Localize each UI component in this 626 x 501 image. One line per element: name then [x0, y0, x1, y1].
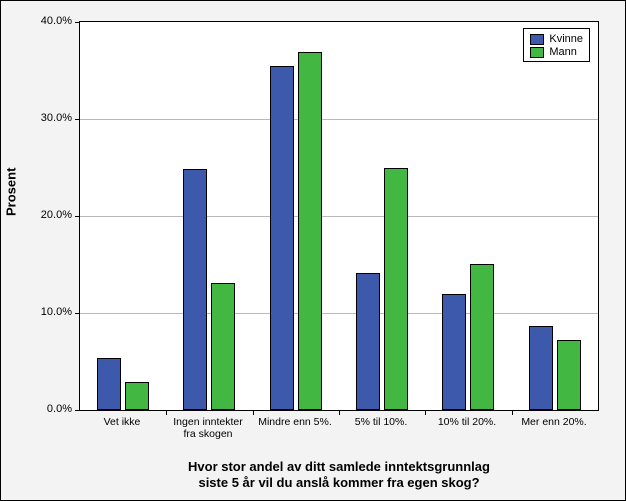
bar-mann [384, 168, 408, 410]
bar-mann [211, 283, 235, 410]
legend-label: Mann [549, 46, 577, 58]
bar-mann [470, 264, 494, 410]
xtick [253, 410, 254, 415]
ytick [75, 22, 80, 23]
xtick-label: Vet ikke [82, 416, 162, 428]
ytick [75, 313, 80, 314]
legend-swatch-kvinne [530, 34, 544, 45]
x-axis-title: Hvor stor andel av ditt samlede inntekts… [79, 459, 599, 490]
xtick-label: 5% til 10%. [341, 416, 421, 428]
bar-kvinne [183, 169, 207, 410]
xtick [339, 410, 340, 415]
plot-area: Kvinne Mann [79, 21, 599, 411]
bar-kvinne [442, 294, 466, 410]
gridline [80, 216, 598, 217]
xtick [166, 410, 167, 415]
xtick-label: Mindre enn 5%. [255, 416, 335, 428]
xtick-label: Ingen inntekter fra skogen [168, 416, 248, 440]
ytick [75, 119, 80, 120]
legend: Kvinne Mann [523, 28, 590, 62]
xtick [512, 410, 513, 415]
legend-label: Kvinne [549, 33, 583, 45]
ytick-label: 40.0% [22, 15, 72, 27]
ytick-label: 0.0% [22, 403, 72, 415]
ytick [75, 216, 80, 217]
bar-mann [125, 382, 149, 410]
xtick [425, 410, 426, 415]
ytick-label: 20.0% [22, 209, 72, 221]
ytick [75, 410, 80, 411]
bar-kvinne [97, 358, 121, 410]
chart-frame: Kvinne Mann 0.0% 10.0% 20.0% 30.0% 40.0%… [0, 0, 626, 501]
gridline [80, 313, 598, 314]
bar-mann [557, 340, 581, 410]
legend-swatch-mann [530, 47, 544, 58]
x-axis-title-line: siste 5 år vil du anslå kommer fra egen … [198, 475, 479, 490]
bar-mann [298, 52, 322, 410]
bar-kvinne [356, 273, 380, 410]
ytick-label: 30.0% [22, 112, 72, 124]
bar-kvinne [529, 326, 553, 410]
legend-item: Kvinne [530, 33, 583, 45]
ytick-label: 10.0% [22, 306, 72, 318]
y-axis-title: Prosent [4, 168, 19, 216]
xtick-label: Mer enn 20%. [514, 416, 594, 428]
legend-item: Mann [530, 46, 583, 58]
x-axis-title-line: Hvor stor andel av ditt samlede inntekts… [188, 459, 490, 474]
bar-kvinne [270, 66, 294, 410]
gridline [80, 119, 598, 120]
xtick-label: 10% til 20%. [427, 416, 507, 428]
